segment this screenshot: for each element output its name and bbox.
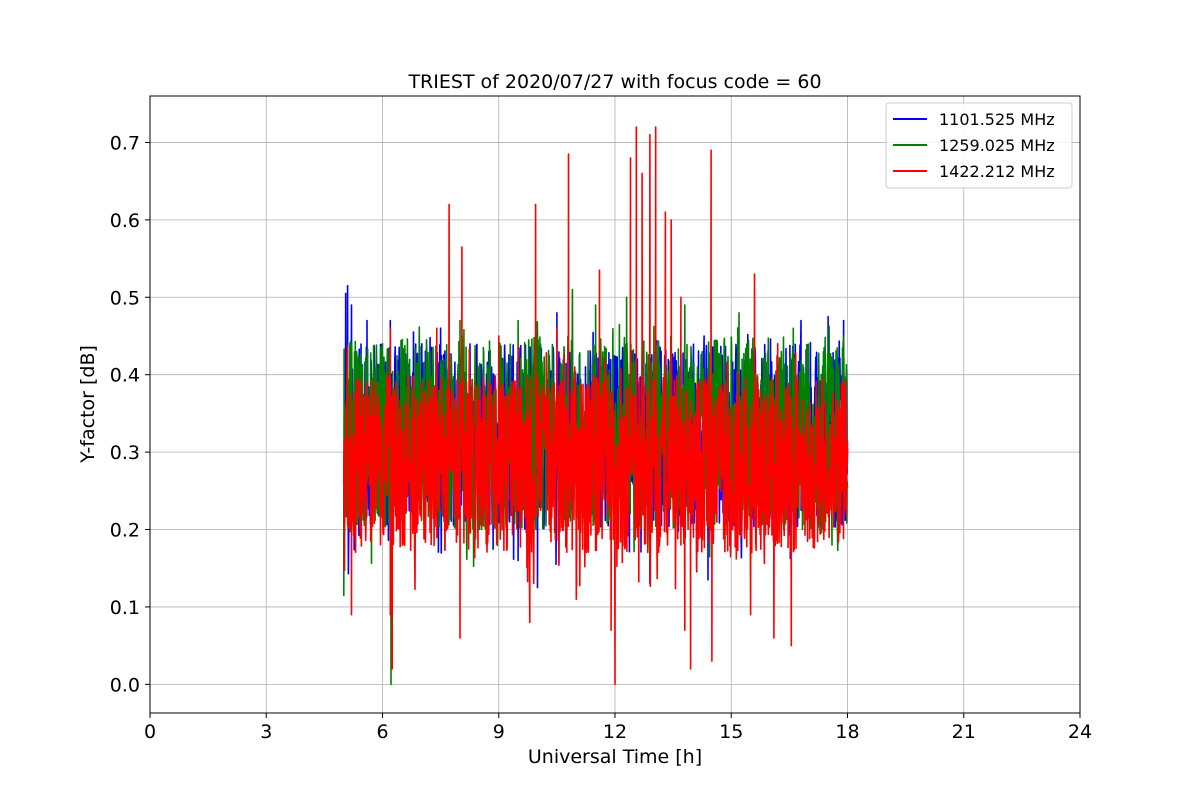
y-tick-label: 0.5 — [110, 287, 140, 309]
x-tick-label: 3 — [260, 721, 272, 743]
x-tick-label: 9 — [493, 721, 505, 743]
x-tick-label: 24 — [1068, 721, 1092, 743]
x-tick-label: 18 — [835, 721, 859, 743]
legend-label-1: 1101.525 MHz — [939, 110, 1055, 129]
x-tick-label: 15 — [719, 721, 743, 743]
series-line-3 — [343, 126, 849, 686]
x-axis-label: Universal Time [h] — [528, 746, 702, 768]
y-tick-label: 0.4 — [110, 365, 140, 387]
legend: 1101.525 MHz 1259.025 MHz 1422.212 MHz — [885, 102, 1073, 189]
legend-label-3: 1422.212 MHz — [939, 162, 1055, 181]
legend-box — [885, 102, 1073, 189]
axis-ticks: 0 3 6 9 12 15 18 21 24 0.0 0.1 0.2 0.3 0.4 0.5 0.6 0.7 — [110, 132, 1092, 743]
legend-label-2: 1259.025 MHz — [939, 136, 1055, 155]
y-tick-label: 0.3 — [110, 442, 140, 464]
y-tick-label: 0.7 — [110, 132, 140, 154]
series-layer — [343, 126, 849, 686]
x-tick-label: 0 — [144, 721, 156, 743]
x-tick-label: 6 — [376, 721, 388, 743]
chart-title: TRIEST of 2020/07/27 with focus code = 6… — [407, 71, 821, 93]
x-tick-label: 21 — [952, 721, 976, 743]
y-tick-label: 0.6 — [110, 210, 140, 232]
y-tick-label: 0.1 — [110, 597, 140, 619]
y-axis-label: Y-factor [dB] — [77, 345, 99, 464]
x-tick-label: 12 — [603, 721, 627, 743]
y-tick-label: 0.2 — [110, 520, 140, 542]
y-tick-label: 0.0 — [110, 674, 140, 696]
